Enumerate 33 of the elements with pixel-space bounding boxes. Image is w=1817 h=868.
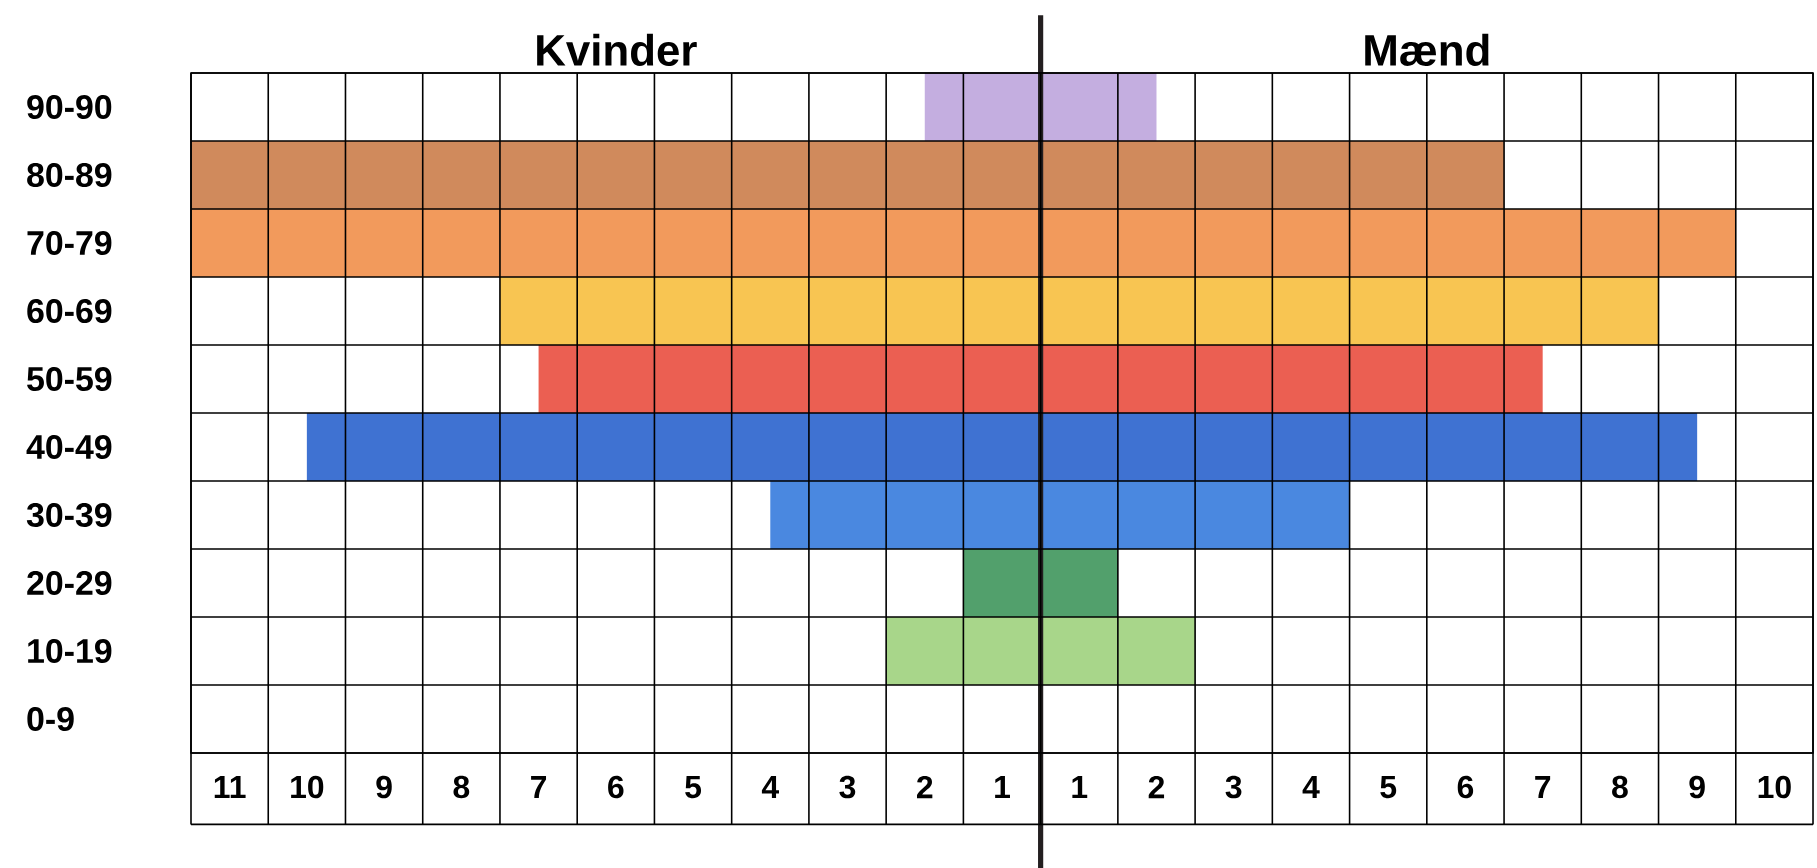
x-tick-label: 1 [995,776,1010,798]
x-tick-label: 2 [917,775,933,799]
x-tick-label: 10 [1758,775,1791,799]
x-tick-label: 3 [839,775,856,799]
series-label: Kvinder [537,33,697,66]
x-tick-label: 5 [685,775,702,799]
x-tick-label: 3 [1225,775,1242,799]
y-tick-label: 60-69 [27,299,112,323]
x-tick-label: 11 [214,776,246,798]
x-tick-label: 9 [376,775,392,799]
x-tick-label: 1 [1072,776,1088,798]
y-tick-label: 50-59 [27,367,112,392]
series-label: Mænd [1365,33,1489,66]
x-tick-label: 4 [1302,776,1320,798]
x-tick-label: 2 [1148,775,1165,799]
x-tick-label: 8 [1612,775,1628,799]
x-tick-label: 7 [1535,776,1551,798]
y-tick-label: 0-9 [27,707,74,732]
y-tick-label: 30-39 [26,502,112,528]
y-tick-label: 90-90 [27,95,112,119]
y-tick-label: 80-89 [27,163,112,187]
x-tick-label: 9 [1689,775,1705,799]
y-tick-label: 40-49 [26,435,112,460]
x-tick-label: 5 [1380,775,1397,799]
x-tick-label: 6 [608,775,624,799]
x-tick-label: 6 [1457,775,1474,799]
y-tick-label: 70-79 [27,231,112,255]
y-tick-label: 10-19 [28,639,112,664]
x-tick-label: 8 [453,775,470,799]
x-tick-label: 7 [531,776,547,798]
y-tick-label: 20-29 [27,571,112,596]
x-tick-label: 4 [761,776,779,798]
x-tick-label: 10 [291,775,324,799]
